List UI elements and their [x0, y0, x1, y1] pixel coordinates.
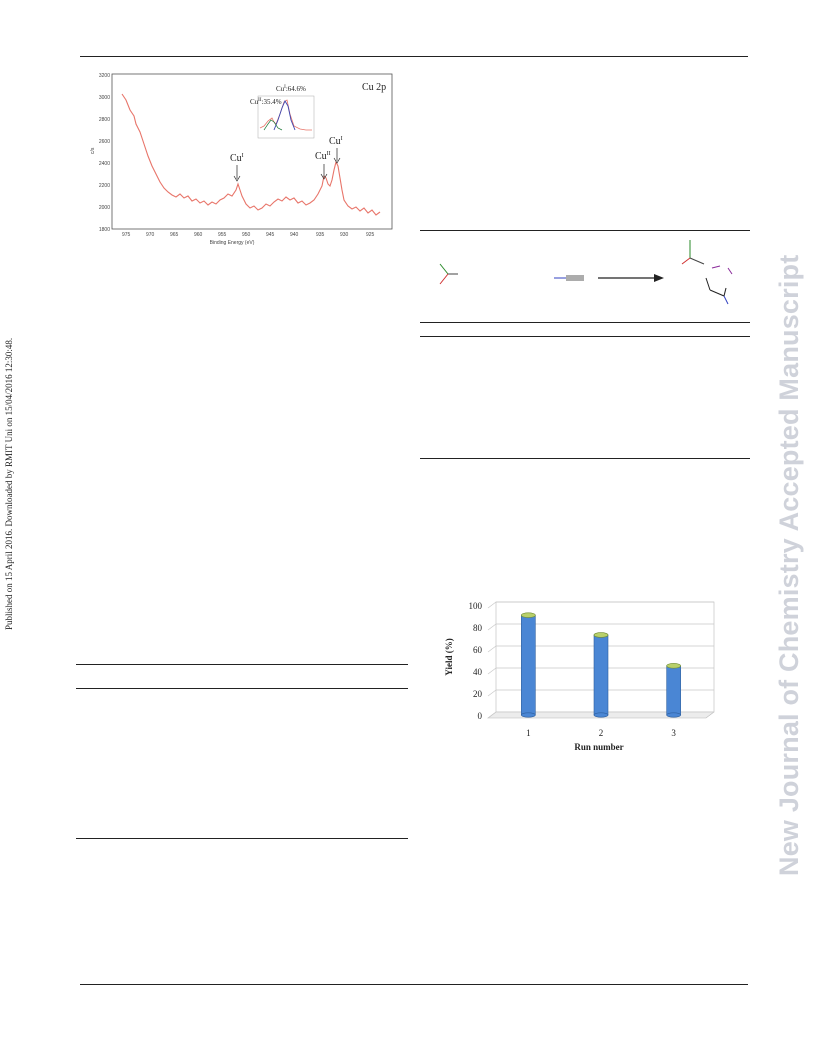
svg-text:940: 940 [290, 232, 299, 238]
left-table-header-rule [76, 688, 408, 689]
svg-text:930: 930 [340, 232, 349, 238]
xps-spectrum-line [121, 93, 381, 216]
header-rule [80, 56, 748, 57]
xps-x-label: Binding Energy (eV) [210, 240, 255, 246]
x-tick-label-3: 3 [671, 728, 676, 738]
svg-text:CuI: CuI [329, 136, 343, 147]
xps-peak-sup-3: I [341, 136, 343, 142]
watermark-text: New Journal of Chemistry Accepted Manusc… [774, 254, 804, 876]
inset-component-2 [263, 119, 283, 131]
inset-label-2: Cu [250, 98, 259, 106]
right-table-bottom-rule [420, 458, 750, 459]
right-table-header-rule-1 [420, 322, 750, 323]
y-tick-label-0: 0 [478, 711, 483, 721]
xps-y-ticks: 3200 3000 2800 2600 2400 2200 2000 1800 [99, 73, 110, 233]
bar-base-2 [593, 712, 609, 718]
bar-top-3 [666, 663, 681, 669]
bar-top-1 [521, 612, 536, 618]
gridline-side-0 [487, 711, 497, 719]
y-tick-label-5: 100 [469, 601, 483, 611]
inset-percent-1: :64.6% [286, 85, 306, 93]
bar-body-2 [593, 634, 609, 716]
bar-base-3 [666, 712, 681, 718]
bar-top-2 [593, 632, 609, 638]
xps-figure: 3200 3000 2800 2600 2400 2200 2000 1800 … [90, 73, 393, 246]
reactant-fragment-1 [439, 263, 458, 285]
xps-peak-annotation-2: CuII [315, 151, 331, 180]
svg-text:1800: 1800 [99, 227, 110, 233]
svg-text:2400: 2400 [99, 161, 110, 167]
xps-peak-sup-1: I [242, 153, 244, 159]
inset-sup-2: II [258, 98, 262, 103]
svg-text:2000: 2000 [99, 205, 110, 211]
accepted-manuscript-watermark: New Journal of Chemistry Accepted Manusc… [772, 176, 812, 876]
xps-peak-label-3: Cu [329, 136, 341, 147]
inset-label-1: Cu [276, 85, 285, 93]
svg-text:945: 945 [266, 232, 275, 238]
xps-peak-annotation-1: CuI [230, 153, 244, 182]
inset-component-1 [273, 100, 296, 131]
y-tick-label-3: 60 [473, 645, 483, 655]
svg-text:965: 965 [170, 232, 179, 238]
x-axis-label: Run number [574, 742, 623, 752]
reaction-arrow [598, 274, 664, 282]
svg-text:950: 950 [242, 232, 251, 238]
gridline-side-2 [487, 667, 497, 675]
svg-text:970: 970 [146, 232, 155, 238]
svg-text:CuII: CuII [315, 151, 331, 162]
xps-plot-frame [111, 73, 393, 230]
gridline-side-1 [487, 689, 497, 697]
svg-text:935: 935 [316, 232, 325, 238]
svg-text:2600: 2600 [99, 139, 110, 145]
x-tick-label-2: 2 [599, 728, 604, 738]
right-table-top-rule [420, 230, 750, 231]
xps-peak-sup-2: II [327, 151, 331, 157]
svg-text:3200: 3200 [99, 73, 110, 79]
xps-peak-label-1: Cu [230, 153, 242, 164]
left-table-bottom-rule [76, 838, 408, 839]
xps-x-ticks: 975 970 965 960 955 950 945 940 935 930 925 [122, 232, 375, 238]
x-tick-label-1: 1 [526, 728, 531, 738]
footer-rule [80, 984, 748, 985]
svg-text:3000: 3000 [99, 95, 110, 101]
bar-base-1 [521, 712, 536, 718]
inset-percent-2: :35.4% [262, 98, 282, 106]
gridline-side-3 [487, 645, 497, 653]
download-notice: Published on 15 April 2016. Downloaded b… [4, 270, 20, 630]
bar-body-3 [666, 665, 681, 716]
xps-panel-label: Cu 2p [362, 82, 386, 93]
svg-text:925: 925 [366, 232, 375, 238]
svg-text:2800: 2800 [99, 117, 110, 123]
inset-annotation-2: CuII:35.4% [250, 98, 282, 106]
reaction-scheme [439, 240, 733, 305]
bar-3 [666, 663, 681, 718]
gridline-side-5 [487, 601, 497, 609]
svg-text:CuI: CuI [230, 153, 244, 164]
xps-peak-annotation-3: CuI [329, 136, 343, 164]
y-tick-label-4: 80 [473, 623, 483, 633]
reactant-alkyne [554, 275, 584, 281]
recyclability-bar-chart: 0 20 40 60 80 100 1 2 3 Run number Yield (%) [444, 601, 715, 752]
bar-1 [521, 612, 536, 718]
y-axis-label: Yield (%) [444, 638, 454, 675]
product-triazole [681, 240, 733, 305]
xps-inset: CuI:64.6% CuII:35.4% [250, 85, 315, 139]
gridline-side-4 [487, 623, 497, 631]
download-notice-text: Published on 15 April 2016. Downloaded b… [4, 337, 14, 630]
svg-text:955: 955 [218, 232, 227, 238]
svg-text:975: 975 [122, 232, 131, 238]
y-tick-label-1: 20 [473, 689, 483, 699]
svg-text:2200: 2200 [99, 183, 110, 189]
xps-peak-label-2: Cu [315, 151, 327, 162]
right-table-header-rule-2 [420, 336, 750, 337]
inset-annotation-1: CuI:64.6% [276, 85, 306, 93]
bar-2 [593, 632, 609, 718]
svg-text:960: 960 [194, 232, 203, 238]
inset-sup-1: I [284, 85, 286, 90]
left-table-top-rule [76, 664, 408, 665]
bar-body-1 [521, 614, 536, 716]
xps-y-label: c/s [90, 147, 96, 154]
y-tick-label-2: 40 [473, 667, 483, 677]
